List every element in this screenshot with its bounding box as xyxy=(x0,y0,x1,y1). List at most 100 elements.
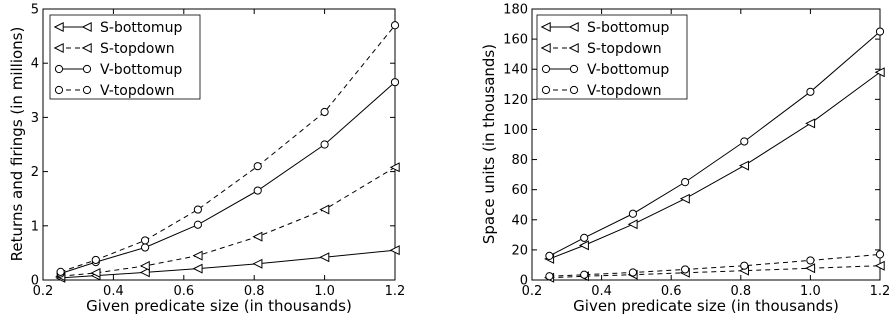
plot-frame xyxy=(531,8,881,281)
x-tick-label: 0.8 xyxy=(244,284,265,299)
series-layer xyxy=(55,21,400,283)
y-tick-label: 100 xyxy=(503,123,528,138)
legend-label-s-topdown: S-topdown xyxy=(100,41,175,57)
data-point-v-topdown xyxy=(681,265,690,274)
data-point-v-topdown xyxy=(91,255,100,265)
legend-marker-v-bottomup xyxy=(569,64,579,74)
x-tick-label: 0.2 xyxy=(33,284,54,299)
legend-marker-s-topdown xyxy=(53,42,64,54)
legend-marker-v-bottomup xyxy=(541,64,551,74)
y-tick-label: 140 xyxy=(503,63,528,78)
x-tick-label: 0.4 xyxy=(103,284,124,299)
y-tick-label: 0 xyxy=(520,274,528,289)
legend-label-s-bottomup: S-bottomup xyxy=(587,20,669,36)
data-point-v-bottomup xyxy=(253,186,262,195)
data-point-v-bottomup xyxy=(806,87,815,96)
data-point-s-bottomup xyxy=(319,252,330,263)
data-point-s-topdown xyxy=(192,250,203,261)
data-point-s-bottomup xyxy=(738,160,749,171)
data-point-s-topdown xyxy=(319,204,330,215)
data-point-v-bottomup xyxy=(628,209,638,218)
data-point-v-topdown xyxy=(390,21,400,30)
data-point-s-topdown xyxy=(139,260,150,271)
series-line-v-topdown xyxy=(549,253,881,277)
legend-label-s-bottomup: S-bottomup xyxy=(100,20,182,36)
y-tick-label: 60 xyxy=(511,183,528,198)
legend-label-v-bottomup: V-bottomup xyxy=(587,62,669,78)
y-tick-label: 4 xyxy=(31,57,39,72)
y-tick-label: 40 xyxy=(511,213,528,228)
data-point-s-bottomup xyxy=(192,263,203,274)
series-layer xyxy=(544,27,885,283)
data-point-v-topdown xyxy=(806,256,815,265)
data-point-s-bottomup xyxy=(578,240,589,251)
data-point-s-topdown xyxy=(389,162,400,173)
data-point-v-topdown xyxy=(56,267,65,276)
legend-label-v-bottomup: V-bottomup xyxy=(100,62,182,78)
data-point-s-bottomup xyxy=(389,245,400,256)
data-point-s-bottomup xyxy=(805,118,816,129)
y-tick-label: 3 xyxy=(31,111,39,126)
legend-marker-v-topdown xyxy=(82,85,92,95)
data-point-v-topdown xyxy=(193,205,202,214)
data-point-v-topdown xyxy=(740,261,749,270)
y-tick-label: 160 xyxy=(503,33,528,48)
plot-frame xyxy=(42,8,396,281)
chart-space-units: 0.2 0.4 0.6 0.8 1.0 1.2 0 20 40 60 80 100 120 140 160 1… xyxy=(480,3,890,316)
y-tick-label: 2 xyxy=(31,165,39,180)
data-point-v-bottomup xyxy=(681,178,690,187)
data-point-s-bottomup xyxy=(139,267,150,278)
legend-marker-s-topdown xyxy=(568,42,579,54)
data-point-s-topdown xyxy=(252,231,263,242)
data-point-v-bottomup xyxy=(193,220,202,229)
legend-frame xyxy=(49,14,201,100)
x-tick-label: 0.2 xyxy=(522,284,543,299)
data-point-v-bottomup xyxy=(545,251,554,261)
data-point-v-bottomup xyxy=(140,243,150,252)
x-tick-label: 1.2 xyxy=(870,284,891,299)
legend-frame xyxy=(536,14,688,100)
x-tick-label: 0.6 xyxy=(661,284,682,299)
data-point-v-topdown xyxy=(253,162,262,171)
legend-marker-v-bottomup xyxy=(54,64,64,74)
data-point-s-topdown xyxy=(805,263,816,274)
x-axis-label: Given predicate size (in thousands) xyxy=(573,297,839,315)
legend-marker-s-bottomup xyxy=(568,21,579,33)
data-point-s-bottomup xyxy=(679,193,690,204)
legend-marker-s-bottomup xyxy=(53,21,64,33)
series-line-s-bottomup xyxy=(60,249,396,279)
legend-entries xyxy=(53,21,92,95)
legend: S-bottomup S-topdown V-bottomup V-topdow… xyxy=(536,14,688,100)
legend-label-s-topdown: S-topdown xyxy=(587,41,662,57)
legend-marker-v-topdown xyxy=(54,85,64,95)
x-tick-label: 1.0 xyxy=(800,284,821,299)
x-tick-label: 0.6 xyxy=(173,284,194,299)
legend-label-v-topdown: V-topdown xyxy=(100,83,175,99)
data-point-v-bottomup xyxy=(875,27,885,36)
legend-marker-s-topdown xyxy=(81,42,92,54)
y-tick-label: 1 xyxy=(31,219,39,234)
data-point-v-topdown xyxy=(320,107,329,117)
legend-marker-s-bottomup xyxy=(81,21,92,33)
y-tick-label: 180 xyxy=(503,3,528,18)
data-point-v-bottomup xyxy=(740,137,749,146)
tick-layer: 0.2 0.4 0.6 0.8 1.0 1.2 0 1 2 3 4 5 xyxy=(31,3,406,300)
x-tick-label: 0.8 xyxy=(730,284,751,299)
data-point-s-bottomup xyxy=(874,67,885,78)
y-tick-label: 80 xyxy=(511,153,528,168)
data-point-v-topdown xyxy=(875,250,885,259)
series-line-s-topdown xyxy=(60,166,396,277)
data-point-v-bottomup xyxy=(390,78,400,87)
data-point-v-topdown xyxy=(140,236,150,245)
x-axis-label: Given predicate size (in thousands) xyxy=(86,297,352,315)
x-tick-label: 1.0 xyxy=(314,284,335,299)
tick-layer: 0.2 0.4 0.6 0.8 1.0 1.2 0 20 40 60 80 100 120 140 160 1… xyxy=(503,3,890,300)
data-point-v-bottomup xyxy=(320,140,329,149)
x-tick-label: 1.2 xyxy=(385,284,406,299)
data-point-s-bottomup xyxy=(252,258,263,269)
data-point-s-bottomup xyxy=(627,219,638,230)
legend-marker-v-bottomup xyxy=(82,64,92,74)
legend-label-v-topdown: V-topdown xyxy=(587,83,662,99)
legend-entries xyxy=(540,21,579,95)
y-axis-label: Space units (in thousands) xyxy=(480,44,498,244)
